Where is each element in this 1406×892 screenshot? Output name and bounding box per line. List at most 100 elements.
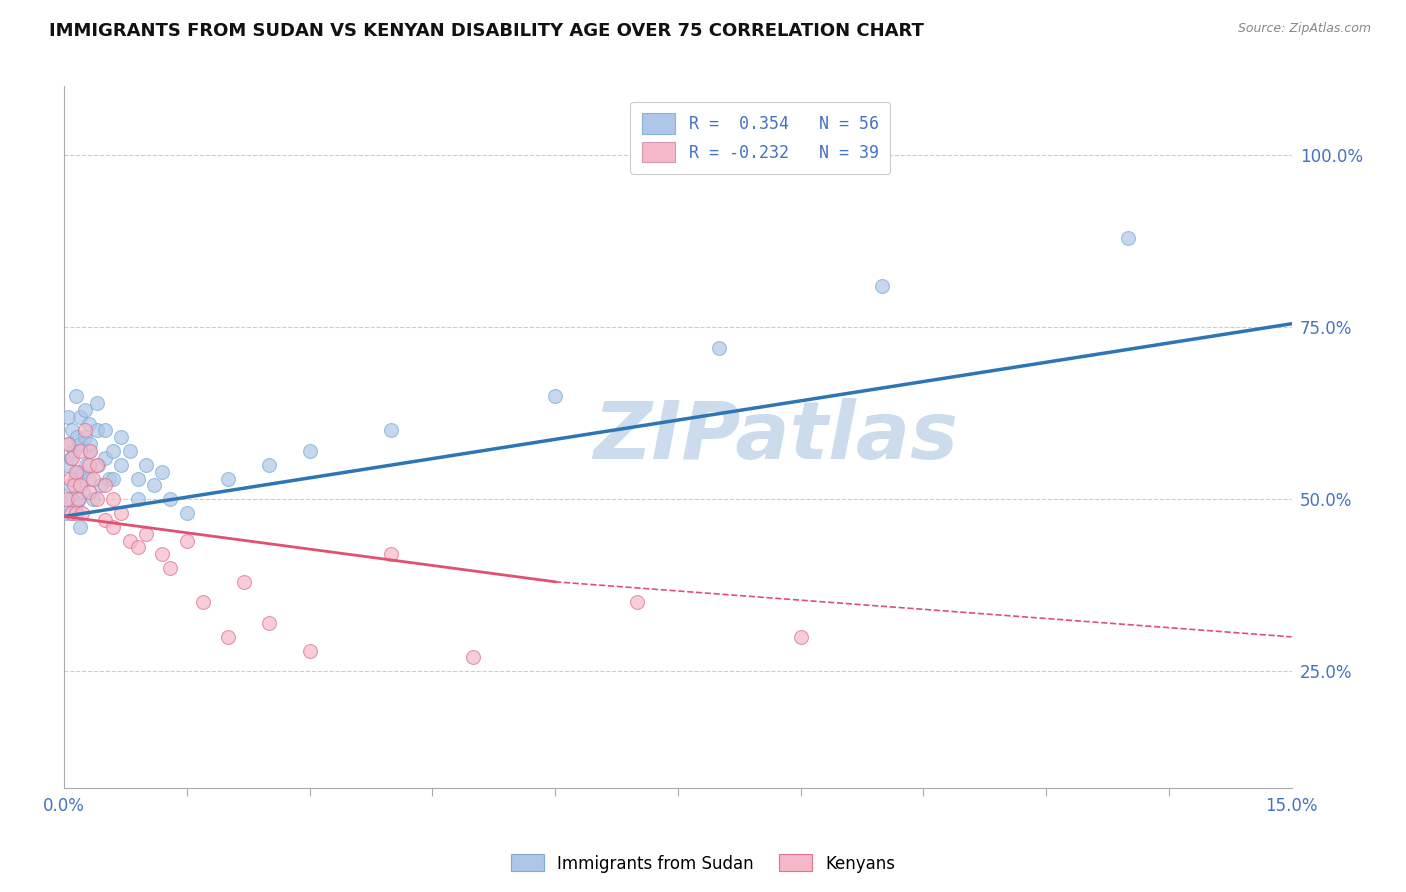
Point — [217, 472, 239, 486]
Point — [56, 437, 79, 451]
Point — [110, 458, 132, 472]
Point — [110, 506, 132, 520]
Point — [94, 450, 117, 465]
Point — [150, 547, 173, 561]
Point — [86, 396, 108, 410]
Point — [63, 472, 86, 486]
Point — [69, 444, 91, 458]
Point — [60, 506, 83, 520]
Point — [60, 450, 83, 465]
Point — [56, 458, 79, 472]
Point — [65, 465, 87, 479]
Point — [626, 595, 648, 609]
Text: Source: ZipAtlas.com: Source: ZipAtlas.com — [1237, 22, 1371, 36]
Point — [73, 424, 96, 438]
Point — [127, 492, 149, 507]
Point — [257, 458, 280, 472]
Point — [75, 430, 97, 444]
Point — [135, 526, 157, 541]
Point — [60, 424, 83, 438]
Point — [257, 616, 280, 631]
Point — [872, 279, 894, 293]
Point — [56, 409, 79, 424]
Point — [77, 485, 100, 500]
Point — [79, 444, 101, 458]
Point — [79, 437, 101, 451]
Point — [110, 430, 132, 444]
Point — [176, 533, 198, 548]
Point — [94, 513, 117, 527]
Point — [70, 465, 93, 479]
Point — [73, 402, 96, 417]
Point — [70, 506, 93, 520]
Point — [86, 458, 108, 472]
Point — [66, 430, 89, 444]
Point — [75, 458, 97, 472]
Point — [65, 389, 87, 403]
Point — [77, 444, 100, 458]
Point — [127, 541, 149, 555]
Text: IMMIGRANTS FROM SUDAN VS KENYAN DISABILITY AGE OVER 75 CORRELATION CHART: IMMIGRANTS FROM SUDAN VS KENYAN DISABILI… — [49, 22, 924, 40]
Point — [789, 630, 811, 644]
Point — [127, 472, 149, 486]
Point — [77, 417, 100, 431]
Point — [86, 424, 108, 438]
Point — [143, 478, 166, 492]
Point — [58, 437, 80, 451]
Point — [101, 472, 124, 486]
Point — [101, 520, 124, 534]
Legend: R =  0.354   N = 56, R = -0.232   N = 39: R = 0.354 N = 56, R = -0.232 N = 39 — [630, 102, 890, 174]
Point — [87, 458, 110, 472]
Point — [101, 492, 124, 507]
Point — [298, 444, 321, 458]
Point — [59, 506, 82, 520]
Point — [463, 650, 485, 665]
Point — [159, 561, 181, 575]
Point — [69, 437, 91, 451]
Point — [59, 472, 82, 486]
Point — [90, 478, 112, 492]
Point — [176, 506, 198, 520]
Point — [82, 472, 104, 486]
Point — [298, 643, 321, 657]
Point — [69, 478, 91, 492]
Point — [1116, 231, 1139, 245]
Point — [150, 465, 173, 479]
Point — [544, 389, 567, 403]
Point — [59, 478, 82, 492]
Point — [101, 444, 124, 458]
Point — [118, 444, 141, 458]
Point — [69, 409, 91, 424]
Point — [82, 492, 104, 507]
Point — [707, 341, 730, 355]
Point — [193, 595, 215, 609]
Point — [94, 424, 117, 438]
Point — [380, 547, 402, 561]
Point — [59, 492, 82, 507]
Point — [55, 506, 77, 520]
Point — [159, 492, 181, 507]
Legend: Immigrants from Sudan, Kenyans: Immigrants from Sudan, Kenyans — [503, 847, 903, 880]
Point — [69, 520, 91, 534]
Point — [135, 458, 157, 472]
Text: ZIPatlas: ZIPatlas — [593, 399, 959, 476]
Point — [66, 465, 89, 479]
Point — [77, 458, 100, 472]
Point — [217, 630, 239, 644]
Point — [65, 506, 87, 520]
Point — [233, 574, 256, 589]
Point — [86, 492, 108, 507]
Point — [55, 492, 77, 507]
Point — [94, 478, 117, 492]
Point — [380, 424, 402, 438]
Point — [118, 533, 141, 548]
Point — [66, 492, 89, 507]
Point — [63, 478, 86, 492]
Point — [98, 472, 121, 486]
Point — [67, 492, 90, 507]
Point — [60, 450, 83, 465]
Point — [65, 499, 87, 513]
Point — [72, 485, 94, 500]
Point — [77, 472, 100, 486]
Point — [63, 444, 86, 458]
